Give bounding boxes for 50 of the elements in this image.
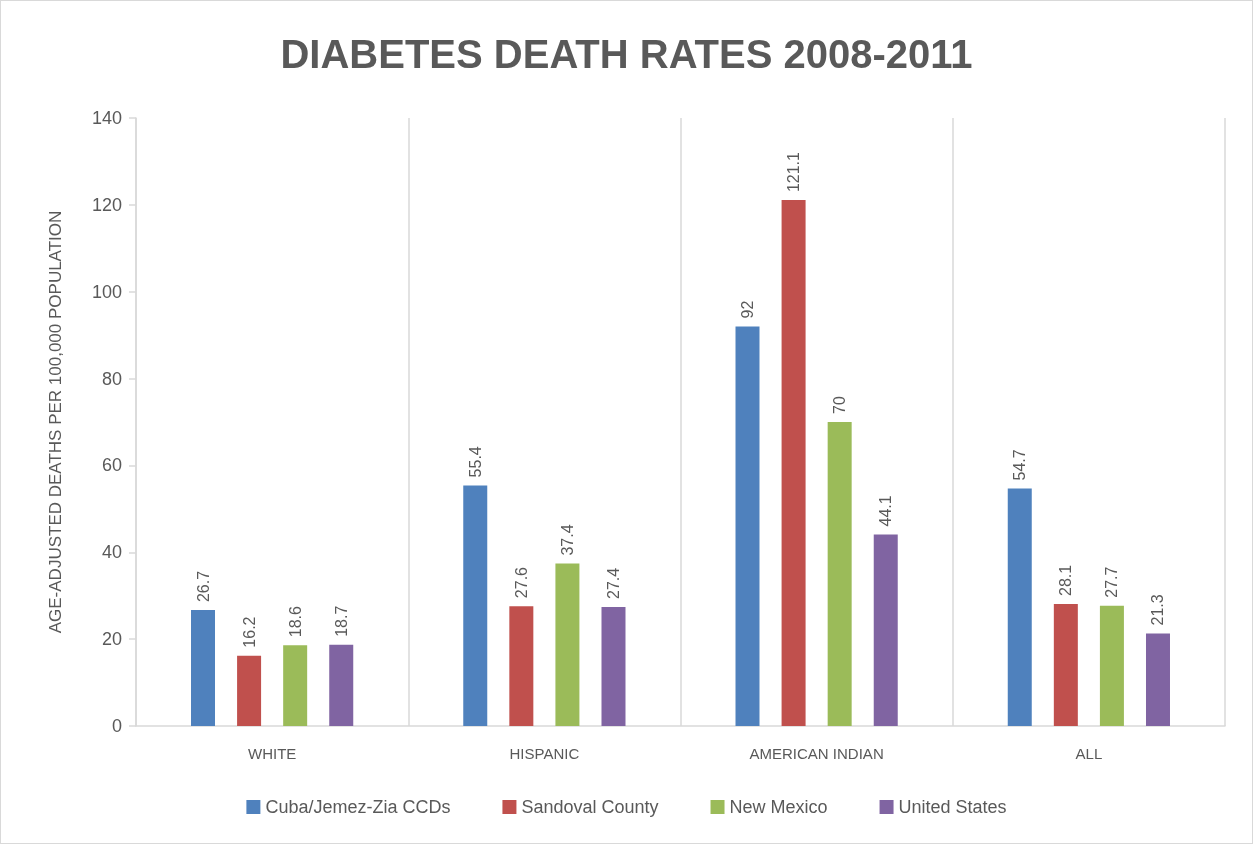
y-tick-label: 40: [101, 542, 122, 563]
bar: [601, 607, 626, 726]
y-tick-label: 140: [91, 108, 122, 128]
data-label: 37.4: [558, 524, 576, 556]
data-label: 70: [831, 396, 849, 414]
y-tick-label: 80: [101, 368, 122, 389]
bar: [1053, 603, 1078, 726]
data-label: 54.7: [1011, 449, 1029, 481]
legend-label: Sandoval County: [521, 797, 659, 817]
data-label: 92: [739, 300, 757, 319]
data-label: 21.3: [1149, 594, 1167, 626]
data-label: 44.1: [877, 495, 895, 527]
x-tick-label: HISPANIC: [509, 745, 580, 762]
chart-title: DIABETES DEATH RATES 2008-2011: [280, 32, 973, 76]
y-axis-title: AGE-ADJUSTED DEATHS PER 100,000 POPULATION: [46, 210, 65, 634]
bar: [463, 485, 488, 726]
bar: [781, 200, 806, 726]
bar: [191, 610, 216, 726]
bar: [827, 422, 852, 726]
data-label: 18.7: [332, 605, 350, 637]
legend-label: United States: [898, 797, 1007, 817]
bar: [237, 655, 262, 726]
y-tick-label: 20: [101, 629, 122, 650]
data-label: 121.1: [785, 151, 803, 193]
legend-label: Cuba/Jemez-Zia CCDs: [265, 797, 451, 817]
data-label: 27.4: [604, 567, 622, 600]
legend-label: New Mexico: [729, 797, 828, 817]
data-label: 27.6: [512, 566, 530, 599]
y-tick-label: 100: [91, 281, 122, 302]
bar: [555, 563, 580, 726]
data-label: 26.7: [194, 570, 212, 603]
x-tick-label: ALL: [1075, 745, 1103, 762]
x-tick-label: AMERICAN INDIAN: [749, 745, 884, 762]
bar: [735, 326, 760, 726]
y-tick-label: 120: [91, 194, 122, 215]
y-tick-label: 60: [101, 455, 122, 476]
bar: [1007, 488, 1032, 726]
data-label: 16.2: [240, 616, 258, 648]
data-label: 18.6: [286, 605, 304, 638]
data-label: 55.4: [466, 446, 484, 478]
bar: [1145, 633, 1170, 726]
x-tick-label: WHITE: [247, 745, 297, 762]
bar: [329, 644, 354, 726]
bar: [509, 606, 534, 726]
bar: [283, 645, 308, 726]
data-label: 28.1: [1057, 564, 1075, 596]
y-tick-label: 0: [111, 716, 122, 736]
data-label: 27.7: [1103, 566, 1121, 598]
bar: [873, 534, 898, 726]
bar: [1099, 605, 1124, 726]
